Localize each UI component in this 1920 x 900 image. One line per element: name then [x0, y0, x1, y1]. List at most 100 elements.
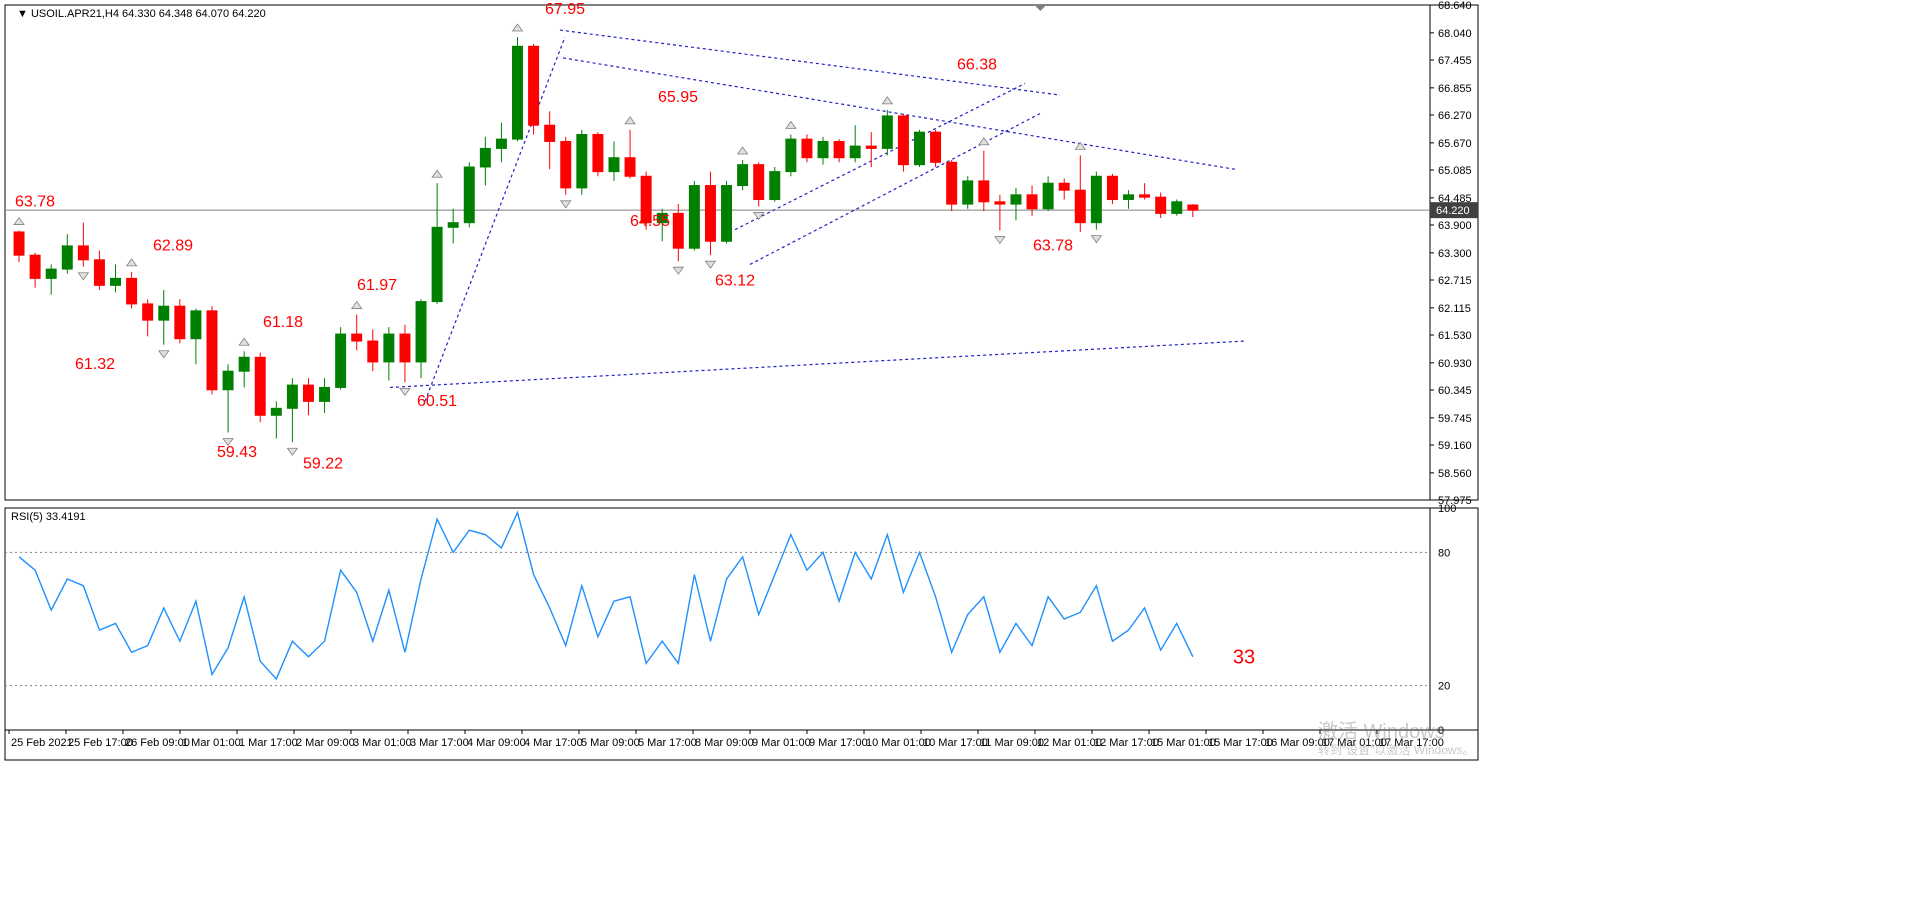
price-annotation: 59.43: [217, 444, 257, 461]
candle-body[interactable]: [786, 139, 796, 171]
candle-body[interactable]: [834, 141, 844, 157]
candle-body[interactable]: [915, 132, 925, 164]
candle-body[interactable]: [947, 162, 957, 204]
candle-body[interactable]: [738, 165, 748, 186]
candle-body[interactable]: [802, 139, 812, 158]
candle-body[interactable]: [850, 146, 860, 158]
price-tick-label: 59.745: [1438, 413, 1472, 425]
candle-body[interactable]: [577, 134, 587, 187]
candle-body[interactable]: [593, 134, 603, 171]
rsi-label: RSI(5) 33.4191: [11, 511, 86, 523]
candle-body[interactable]: [496, 139, 506, 148]
candle-body[interactable]: [239, 357, 249, 371]
candle-body[interactable]: [400, 334, 410, 362]
time-tick-label: 9 Mar 01:00: [752, 737, 811, 749]
candle-body[interactable]: [30, 255, 40, 278]
rsi-tick-label: 80: [1438, 547, 1450, 559]
candle-body[interactable]: [963, 181, 973, 204]
time-tick-label: 4 Mar 17:00: [524, 737, 583, 749]
candle-body[interactable]: [1124, 195, 1134, 200]
candle-body[interactable]: [770, 172, 780, 200]
candle-body[interactable]: [303, 385, 313, 401]
candle-body[interactable]: [448, 223, 458, 228]
candle-body[interactable]: [368, 341, 378, 362]
candle-body[interactable]: [1091, 176, 1101, 222]
candle-body[interactable]: [995, 202, 1005, 204]
candle-body[interactable]: [545, 125, 555, 141]
candle-body[interactable]: [207, 311, 217, 390]
candle-body[interactable]: [689, 186, 699, 249]
candle-body[interactable]: [898, 116, 908, 165]
candle-body[interactable]: [1156, 197, 1166, 213]
candle-body[interactable]: [722, 186, 732, 242]
candle-body[interactable]: [1011, 195, 1021, 204]
candle-body[interactable]: [46, 269, 56, 278]
chart-svg[interactable]: 68.64068.04067.45566.85566.27065.67065.0…: [0, 0, 1920, 900]
candle-body[interactable]: [1140, 195, 1150, 197]
time-tick-label: 25 Feb 17:00: [68, 737, 133, 749]
price-annotation: 61.18: [263, 314, 303, 331]
price-tick-label: 62.715: [1438, 275, 1472, 287]
price-tick-label: 62.115: [1438, 303, 1471, 315]
candle-body[interactable]: [14, 232, 24, 255]
candle-body[interactable]: [931, 132, 941, 162]
candle-body[interactable]: [1059, 183, 1069, 190]
candle-body[interactable]: [320, 387, 330, 401]
candle-body[interactable]: [78, 246, 88, 260]
time-tick-label: 11 Mar 09:00: [980, 737, 1044, 749]
candle-body[interactable]: [882, 116, 892, 148]
candle-body[interactable]: [1107, 176, 1117, 199]
candle-body[interactable]: [352, 334, 362, 341]
candle-body[interactable]: [159, 306, 169, 320]
time-tick-label: 25 Feb 2021: [11, 737, 73, 749]
trading-chart-container: 68.64068.04067.45566.85566.27065.67065.0…: [0, 0, 1920, 900]
candle-body[interactable]: [94, 260, 104, 286]
candle-body[interactable]: [513, 46, 523, 139]
candle-body[interactable]: [336, 334, 346, 387]
price-tick-label: 60.345: [1438, 385, 1472, 397]
candle-body[interactable]: [1043, 183, 1053, 209]
candle-body[interactable]: [255, 357, 265, 415]
time-tick-label: 12 Mar 17:00: [1094, 737, 1159, 749]
candle-body[interactable]: [1172, 202, 1182, 214]
price-annotation: 66.38: [957, 57, 997, 74]
candle-body[interactable]: [866, 146, 876, 148]
price-tick-label: 60.930: [1438, 358, 1472, 370]
candle-body[interactable]: [609, 158, 619, 172]
candle-body[interactable]: [223, 371, 233, 390]
candle-body[interactable]: [432, 227, 442, 301]
candle-body[interactable]: [1075, 190, 1085, 222]
price-tick-label: 66.855: [1438, 83, 1472, 95]
candle-body[interactable]: [625, 158, 635, 177]
current-price-value: 64.220: [1436, 205, 1470, 217]
price-annotation: 61.97: [357, 277, 397, 294]
time-tick-label: 1 Mar 17:00: [239, 737, 298, 749]
candle-body[interactable]: [754, 165, 764, 200]
candle-body[interactable]: [464, 167, 474, 223]
candle-body[interactable]: [127, 278, 137, 304]
candle-body[interactable]: [191, 311, 201, 339]
time-tick-label: 4 Mar 09:00: [467, 737, 526, 749]
candle-body[interactable]: [818, 141, 828, 157]
candle-body[interactable]: [416, 302, 426, 362]
candle-body[interactable]: [529, 46, 539, 125]
candle-body[interactable]: [561, 141, 571, 187]
time-tick-label: 26 Feb 09:00: [125, 737, 190, 749]
candle-body[interactable]: [287, 385, 297, 408]
candle-body[interactable]: [979, 181, 989, 202]
price-tick-label: 61.530: [1438, 330, 1472, 342]
candle-body[interactable]: [673, 213, 683, 248]
candle-body[interactable]: [175, 306, 185, 338]
candle-body[interactable]: [111, 278, 121, 285]
price-tick-label: 59.160: [1438, 440, 1472, 452]
candle-body[interactable]: [1027, 195, 1037, 209]
candle-body[interactable]: [143, 304, 153, 320]
candle-body[interactable]: [271, 408, 281, 415]
candle-body[interactable]: [705, 186, 715, 242]
candle-body[interactable]: [1188, 205, 1198, 210]
candle-body[interactable]: [480, 148, 490, 167]
time-tick-label: 10 Mar 01:00: [866, 737, 931, 749]
price-annotation: 60.51: [417, 393, 457, 410]
candle-body[interactable]: [384, 334, 394, 362]
candle-body[interactable]: [62, 246, 72, 269]
